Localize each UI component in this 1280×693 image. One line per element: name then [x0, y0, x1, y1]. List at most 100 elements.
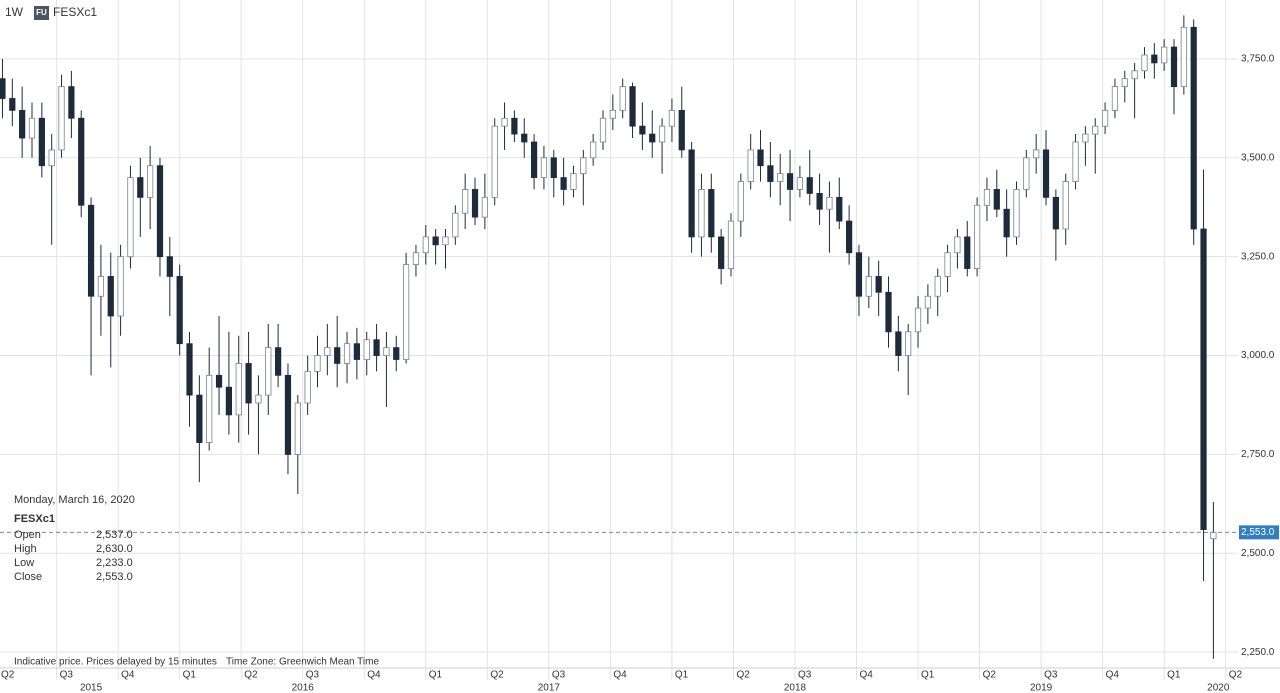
- candle-body: [993, 189, 1000, 210]
- candle-body: [1151, 54, 1158, 64]
- candle-body: [1200, 228, 1207, 530]
- y-tick-label: 2,250.0: [1241, 647, 1275, 658]
- candle-body: [186, 343, 193, 396]
- candle-body: [1141, 54, 1148, 72]
- candle-body: [87, 204, 95, 297]
- candle-body: [737, 181, 744, 222]
- candle-body: [718, 236, 725, 269]
- x-tick-label: Q3: [306, 670, 320, 681]
- candle-body: [393, 347, 400, 360]
- candle-body: [688, 149, 695, 238]
- x-tick-label: Q4: [1106, 670, 1120, 681]
- candle-body: [924, 295, 931, 309]
- candle-body: [826, 196, 833, 210]
- candle-body: [1013, 189, 1020, 238]
- x-tick-label: Q1: [921, 670, 935, 681]
- candle-body: [708, 189, 715, 238]
- candle-body: [983, 189, 991, 206]
- x-tick-label: Q1: [429, 670, 443, 681]
- candle-body: [905, 331, 912, 356]
- candle-body: [836, 196, 843, 222]
- candle-body: [353, 343, 360, 360]
- candle-body: [334, 347, 341, 364]
- candle-body: [58, 86, 65, 151]
- candle-body: [521, 133, 528, 143]
- candle-body: [1023, 157, 1030, 190]
- candle-body: [777, 173, 784, 182]
- last-price-label: 2,553.0: [1241, 527, 1275, 538]
- y-tick-label: 2,750.0: [1241, 449, 1275, 460]
- candles: [0, 15, 1217, 659]
- info-label: Low: [14, 557, 34, 569]
- x-tick-label: Q2: [490, 670, 504, 681]
- candle-body: [609, 109, 616, 119]
- y-tick-label: 3,750.0: [1241, 54, 1275, 65]
- candle-body: [225, 386, 233, 416]
- symbol: FESXc1: [53, 5, 97, 19]
- badge: FU: [36, 8, 47, 17]
- candle-body: [206, 374, 213, 443]
- candle-body: [1003, 208, 1010, 238]
- candle-body: [560, 177, 567, 190]
- candle-body: [412, 252, 420, 265]
- candle-body: [491, 125, 498, 198]
- info-value: 2,553.0: [96, 571, 133, 583]
- info-value: 2,537.0: [96, 529, 133, 541]
- last-price-tag: [1239, 525, 1279, 540]
- x-tick-label: Q1: [183, 670, 197, 681]
- candle-body: [530, 141, 538, 178]
- candle-body: [284, 374, 292, 455]
- candle-body: [964, 236, 971, 269]
- candle-body: [127, 177, 134, 258]
- overlay: 2,553.0: [0, 525, 1279, 540]
- candle-body: [294, 402, 301, 455]
- x-tick-label: Q2: [244, 670, 258, 681]
- candle-body: [727, 220, 735, 269]
- candle-body: [432, 236, 439, 246]
- info-label: High: [14, 543, 37, 555]
- candle-body: [649, 133, 656, 143]
- info-value: 2,630.0: [96, 543, 133, 555]
- candle-body: [383, 347, 390, 356]
- x-tick-label: Q4: [860, 670, 874, 681]
- candle-body: [865, 276, 872, 297]
- candle-body: [166, 256, 173, 277]
- interval: 1W: [5, 5, 24, 19]
- candle-body: [235, 363, 242, 416]
- x-tick-label: Q1: [675, 670, 689, 681]
- candle-body: [343, 343, 351, 364]
- candle-body: [974, 204, 981, 269]
- candle-body: [619, 86, 626, 111]
- candle-body: [698, 189, 705, 238]
- info-symbol: FESXc1: [14, 513, 55, 525]
- candle-body: [0, 78, 6, 99]
- candle-body: [895, 331, 902, 356]
- candle-body: [1161, 46, 1168, 64]
- candle-body: [156, 165, 164, 258]
- candle-body: [275, 347, 282, 376]
- candle-body: [255, 394, 262, 404]
- badge-bg: [34, 6, 49, 20]
- candle-body: [1111, 86, 1119, 111]
- candle-body: [1170, 46, 1178, 88]
- x-tick-label: Q3: [60, 670, 74, 681]
- candle-body: [875, 276, 882, 293]
- candle-body: [1131, 70, 1138, 80]
- candle-body: [176, 276, 183, 345]
- x-tick-label: Q4: [121, 670, 135, 681]
- x-tick-label: Q2: [983, 670, 997, 681]
- x-tick-label: Q1: [1167, 670, 1181, 681]
- candle-body: [846, 220, 853, 254]
- candle-body: [1121, 78, 1128, 88]
- candle-body: [38, 117, 45, 167]
- candle-body: [304, 370, 311, 404]
- year-label: 2020: [1207, 683, 1230, 693]
- x-tick-label: Q4: [613, 670, 627, 681]
- candle-body: [373, 339, 380, 356]
- x-tick-label: Q3: [798, 670, 812, 681]
- x-tick-label: Q3: [1044, 670, 1058, 681]
- candle-body: [954, 236, 961, 254]
